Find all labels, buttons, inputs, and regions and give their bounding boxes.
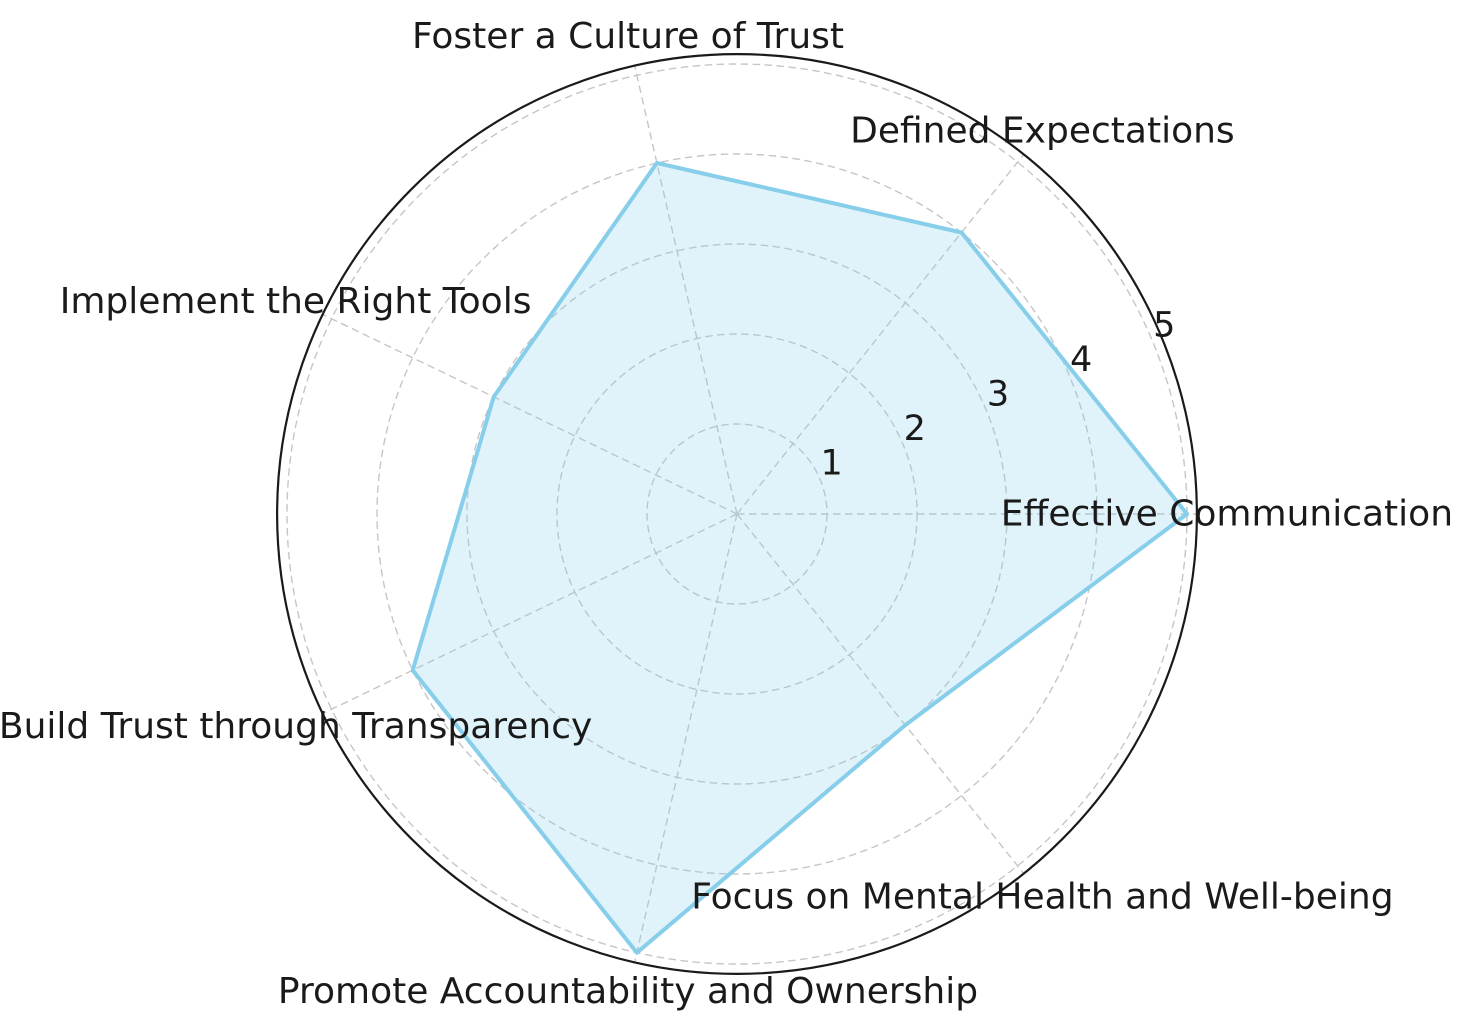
category-axis-label: Implement the Right Tools: [60, 281, 532, 322]
outer-ring: [276, 53, 1198, 975]
category-axis-label: Effective Communication: [1001, 494, 1453, 535]
spoke-gridline: [736, 513, 1025, 875]
data-series-polygon: [410, 161, 1189, 955]
radial-tick-label: 3: [987, 374, 1009, 414]
category-axis-label: Promote Accountability and Ownership: [278, 971, 978, 1012]
category-axis-label: Build Trust through Transparency: [0, 706, 592, 747]
radial-tick-label: 5: [1153, 306, 1175, 346]
spoke-gridline: [736, 153, 1025, 515]
category-axis-label: Focus on Mental Health and Well-being: [691, 877, 1393, 918]
radial-tick-label: 4: [1070, 340, 1092, 380]
radial-tick-label: 2: [904, 409, 926, 449]
radial-tick-label: 1: [821, 443, 843, 483]
spoke-gridline: [633, 513, 738, 963]
category-axis-label: Defined Expectations: [850, 111, 1235, 152]
spoke-gridline: [322, 313, 738, 515]
category-axis-label: Foster a Culture of Trust: [412, 16, 844, 57]
spoke-gridline: [633, 65, 738, 515]
spoke-gridline: [322, 513, 738, 715]
